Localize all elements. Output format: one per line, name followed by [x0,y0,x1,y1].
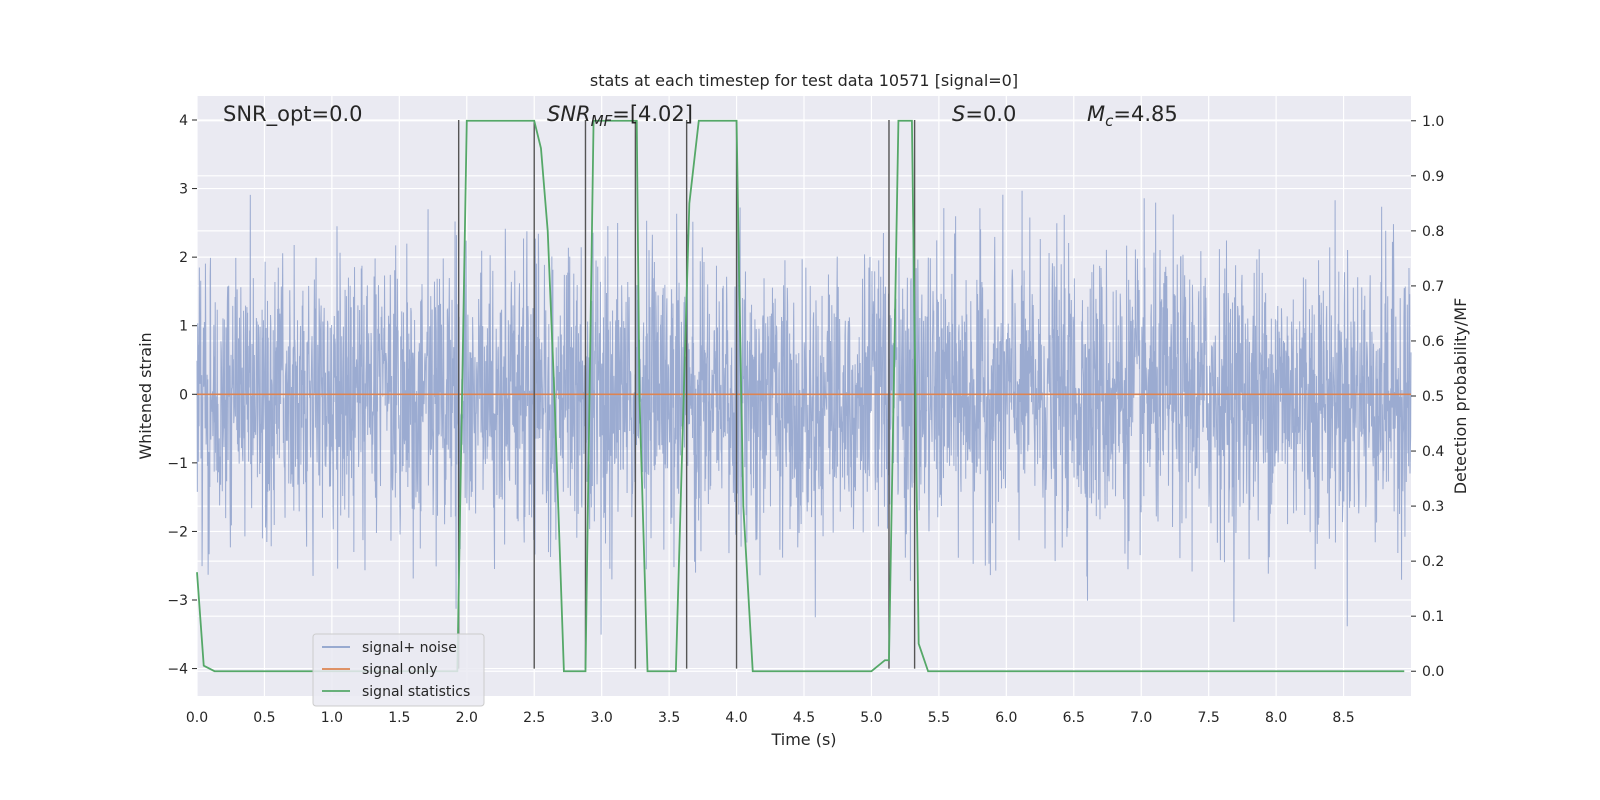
x-tick-label: 4.5 [793,710,815,726]
legend-label-noise: signal+ noise [362,640,457,656]
x-tick-label: 7.5 [1198,710,1220,726]
x-tick-label: 8.5 [1332,710,1354,726]
x-tick-label: 4.0 [725,710,747,726]
y2-tick-label: 0.5 [1422,389,1444,405]
legend-label-signal: signal only [362,662,437,678]
y-tick-label: 3 [179,182,188,198]
s-value: =0.0 [965,102,1016,126]
y2-tick-label: 0.2 [1422,554,1444,570]
y2-axis-label: Detection probability/MF [1451,298,1470,495]
y2-tick-label: 0.7 [1422,279,1444,295]
noise-series [196,190,1412,635]
y2-tick-label: 0.1 [1422,609,1444,625]
snr-mf-subscript: MF [591,112,613,130]
y2-tick-label: 0.9 [1422,169,1444,185]
x-tick-label: 2.5 [523,710,545,726]
legend-box [312,633,485,707]
x-tick-label: 2.0 [456,710,478,726]
x-tick-label: 3.5 [658,710,680,726]
x-tick-label: 5.0 [860,710,882,726]
x-tick-label: 3.0 [591,710,613,726]
y-axis-label: Whitened strain [136,332,155,459]
annotation-s: S=0.0 [952,102,1016,126]
annotation-snr-mf: SNRMF=[4.02] [547,102,693,130]
y-axis-ticks: 4 3 2 1 0 −1 −2 −3 −4 [167,113,197,678]
y-tick-label: 1 [179,319,188,335]
x-axis-ticks: 0.0 0.5 1.0 1.5 2.0 2.5 3.0 3.5 4.0 4.5 5.0 5.5 6.0 6… [186,710,1355,726]
annotation-mc: Mc=4.85 [1087,102,1178,130]
y-tick-label: −3 [167,593,188,609]
mc-symbol: M [1087,102,1105,126]
y2-axis-ticks: 1.0 0.9 0.8 0.7 0.6 0.5 0.4 0.3 0.2 0.1 0.0 [1411,114,1444,680]
y2-tick-label: 0.6 [1422,334,1444,350]
y-tick-label: −1 [167,456,188,472]
chart-title: stats at each timestep for test data 105… [590,71,1018,90]
y2-tick-label: 0.0 [1422,664,1444,680]
x-tick-label: 5.5 [928,710,950,726]
annotation-snr-opt: SNR_opt=0.0 [223,102,363,127]
y-tick-label: −2 [167,524,188,540]
x-tick-label: 1.5 [388,710,410,726]
legend-label-stats: signal statistics [362,684,470,700]
y2-tick-label: 0.3 [1422,499,1444,515]
snr-mf-symbol: SNR [547,102,591,126]
x-tick-label: 8.0 [1265,710,1287,726]
mc-value: =4.85 [1113,102,1177,126]
y-tick-label: 0 [179,387,188,403]
x-tick-label: 0.5 [253,710,275,726]
y2-tick-label: 1.0 [1422,114,1444,130]
x-tick-label: 6.5 [1063,710,1085,726]
noise-line [196,190,1412,635]
x-tick-label: 1.0 [321,710,343,726]
x-tick-label: 7.0 [1130,710,1152,726]
y-tick-label: 4 [179,113,188,129]
y2-tick-label: 0.4 [1422,444,1444,460]
x-tick-label: 6.0 [995,710,1017,726]
y2-tick-label: 0.8 [1422,224,1444,240]
y-tick-label: −4 [167,662,188,678]
legend: signal+ noise signal only signal statist… [312,633,485,707]
s-symbol: S [952,102,965,126]
mc-subscript: c [1105,112,1114,130]
x-tick-label: 0.0 [186,710,208,726]
y-tick-label: 2 [179,250,188,266]
x-axis-label: Time (s) [770,730,836,749]
snr-mf-value: =[4.02] [612,102,693,126]
